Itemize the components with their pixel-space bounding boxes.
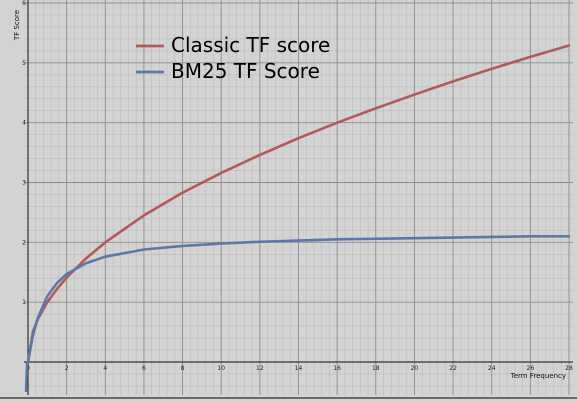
series-line-classic-tf <box>26 44 571 364</box>
x-tick-label: 22 <box>449 365 457 372</box>
x-tick-label: 12 <box>256 365 264 372</box>
y-tick-label: 5 <box>22 60 26 67</box>
x-tick-label: 18 <box>372 365 380 372</box>
series-lines <box>24 44 571 393</box>
y-tick-label: 1 <box>22 299 26 306</box>
x-tick-label: 0 <box>26 365 30 372</box>
x-tick-label: 24 <box>488 365 496 372</box>
x-tick-label: 14 <box>295 365 303 372</box>
x-tick-label: 16 <box>333 365 341 372</box>
x-tick-label: 6 <box>142 365 146 372</box>
y-tick-label: 3 <box>22 180 26 187</box>
y-tick-label: 4 <box>22 120 26 127</box>
legend-label: BM25 TF Score <box>171 59 320 83</box>
y-tick-label: 6 <box>22 0 26 7</box>
x-tick-label: 28 <box>565 365 573 372</box>
x-tick-label: 4 <box>103 365 107 372</box>
x-tick-label: 10 <box>217 365 225 372</box>
y-tick-label: 2 <box>22 239 26 246</box>
x-tick-label: 20 <box>411 365 419 372</box>
x-tick-label: 26 <box>527 365 535 372</box>
y-axis-label: TF Score <box>13 10 21 41</box>
x-axis-label: Term Frequency <box>510 372 566 380</box>
series-line-bm25-tf <box>26 235 571 364</box>
x-tick-label: 8 <box>181 365 185 372</box>
legend-label: Classic TF score <box>171 33 330 57</box>
bm25-tail-line <box>24 361 29 393</box>
x-tick-label: 2 <box>65 365 69 372</box>
